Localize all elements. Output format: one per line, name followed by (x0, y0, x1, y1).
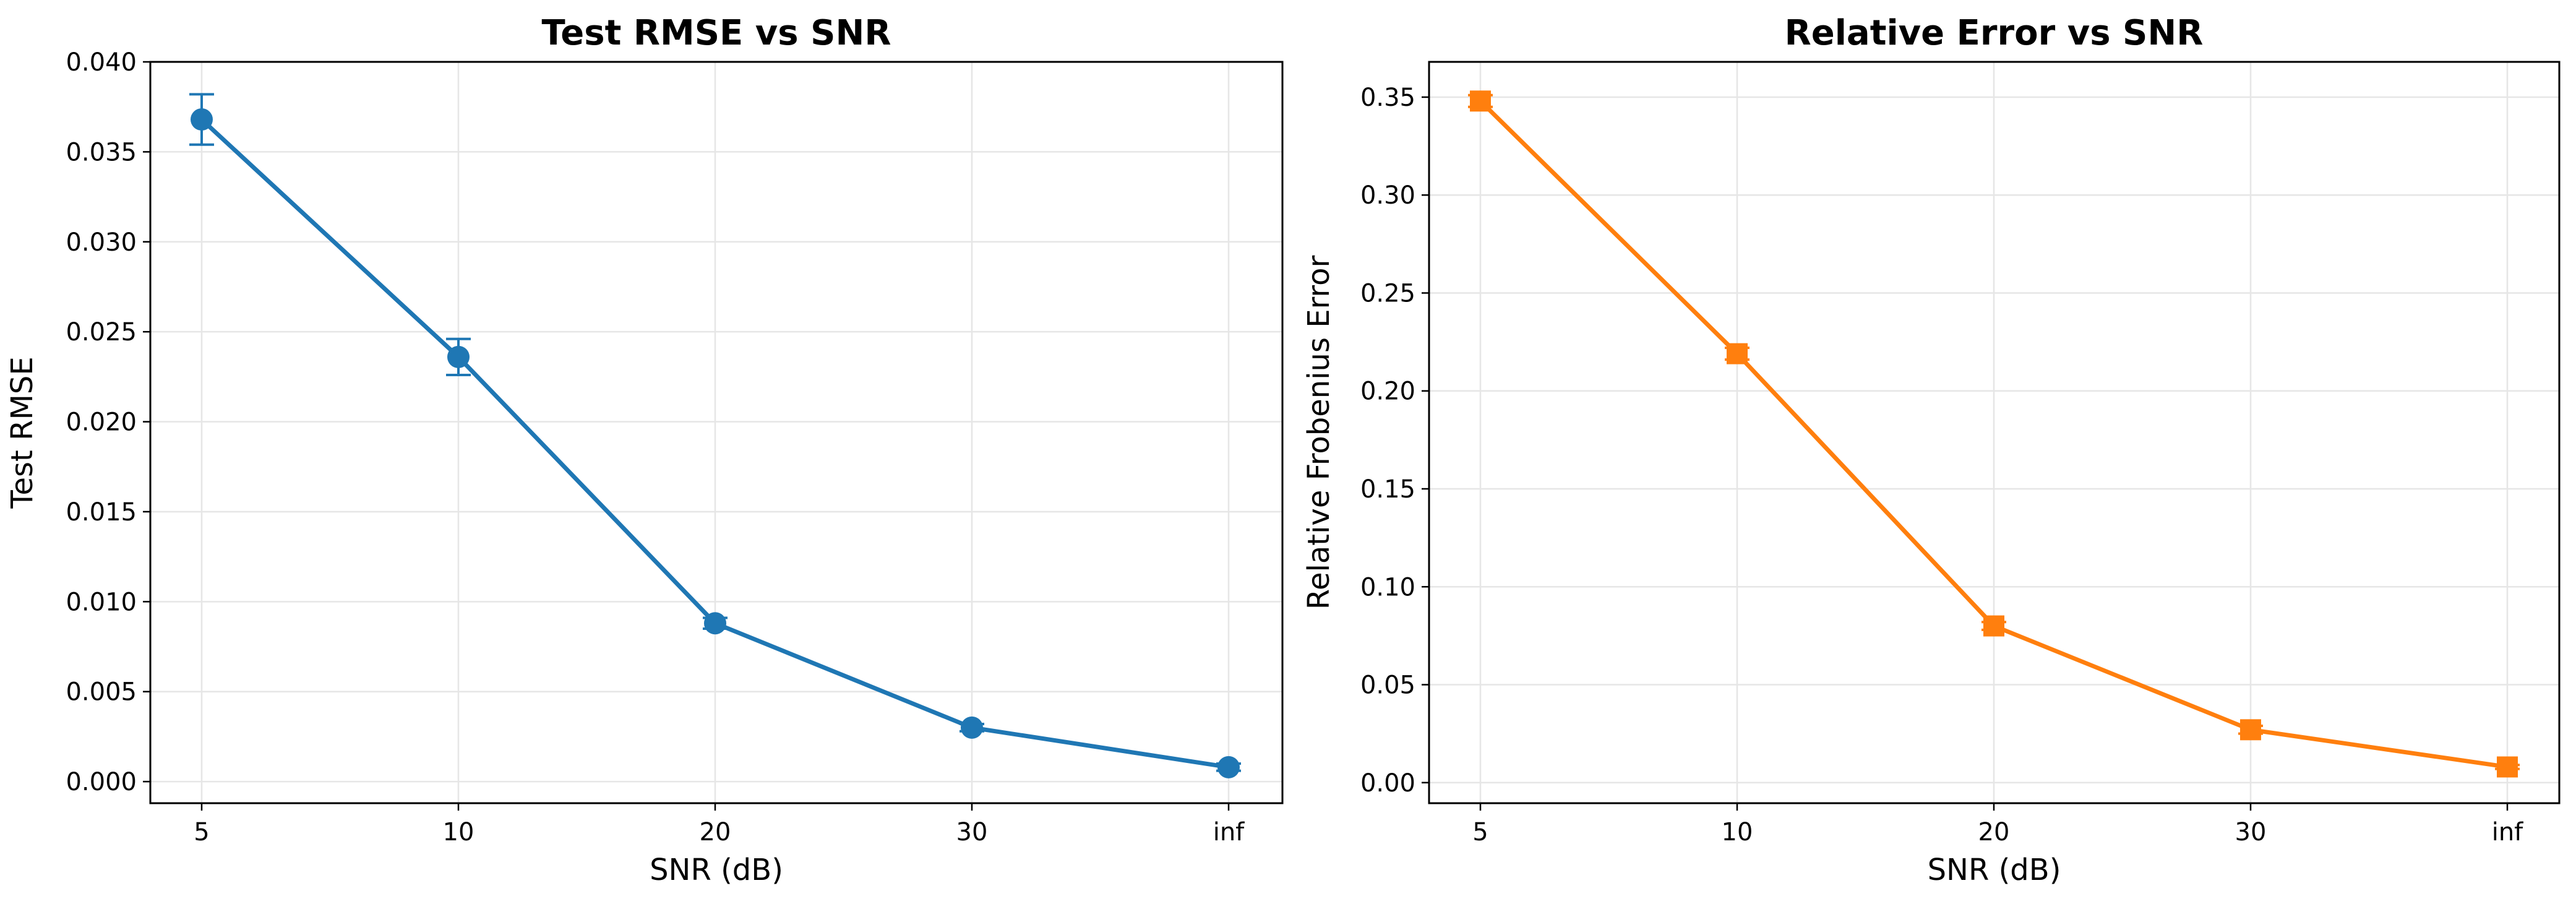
x-tick-label: inf (1213, 818, 1245, 847)
y-tick-label: 0.20 (1360, 377, 1415, 406)
x-tick-label: 5 (194, 818, 209, 847)
x-tick-label: 20 (1978, 818, 2010, 847)
data-point (1727, 343, 1748, 364)
data-point (1217, 756, 1240, 778)
data-point (704, 612, 726, 635)
data-point (2240, 719, 2261, 741)
x-tick-label: 20 (700, 818, 731, 847)
y-tick-label: 0.030 (66, 228, 137, 257)
x-tick-label: 10 (443, 818, 474, 847)
x-axis-label: SNR (dB) (1928, 853, 2061, 887)
data-point (447, 345, 470, 368)
y-axis-label: Test RMSE (5, 356, 40, 509)
data-point (1470, 90, 1491, 112)
data-point (961, 716, 983, 739)
y-tick-label: 0.005 (66, 678, 137, 707)
chart-relative-error: 0.00 0.05 0.10 0.15 0.20 0.25 0.30 0.35 5 10 20 30 i… (1302, 13, 2561, 887)
y-tick-label: 0.015 (66, 498, 137, 527)
x-tick-label: 10 (1722, 818, 1753, 847)
y-tick-label: 0.025 (66, 318, 137, 347)
y-tick-label: 0.10 (1360, 573, 1415, 601)
y-tick-label: 0.15 (1360, 475, 1415, 504)
chart-rmse: 0.000 0.005 0.010 0.015 0.020 0.025 0.030 0.035… (5, 13, 1284, 887)
data-point (2497, 756, 2518, 778)
y-tick-label: 0.35 (1360, 84, 1415, 112)
axes-frame (1428, 61, 2561, 804)
chart-title: Relative Error vs SNR (1785, 13, 2204, 53)
x-tick-label: 30 (956, 818, 988, 847)
y-tick-label: 0.040 (66, 48, 137, 77)
y-tick-label: 0.25 (1360, 279, 1415, 308)
data-point (191, 108, 213, 131)
data-point (1983, 615, 2004, 637)
y-tick-label: 0.00 (1360, 769, 1415, 798)
y-tick-label: 0.000 (66, 768, 137, 796)
x-tick-label: 30 (2235, 818, 2267, 847)
x-tick-label: 5 (1472, 818, 1488, 847)
chart-title: Test RMSE vs SNR (542, 13, 891, 53)
y-tick-label: 0.020 (66, 408, 137, 437)
x-axis-label: SNR (dB) (650, 853, 783, 887)
y-tick-label: 0.05 (1360, 671, 1415, 700)
axes-frame (149, 61, 1284, 804)
y-axis-label: Relative Frobenius Error (1302, 256, 1336, 610)
y-tick-label: 0.010 (66, 588, 137, 616)
y-tick-label: 0.035 (66, 138, 137, 166)
x-tick-label: inf (2492, 818, 2523, 847)
y-tick-label: 0.30 (1360, 181, 1415, 210)
